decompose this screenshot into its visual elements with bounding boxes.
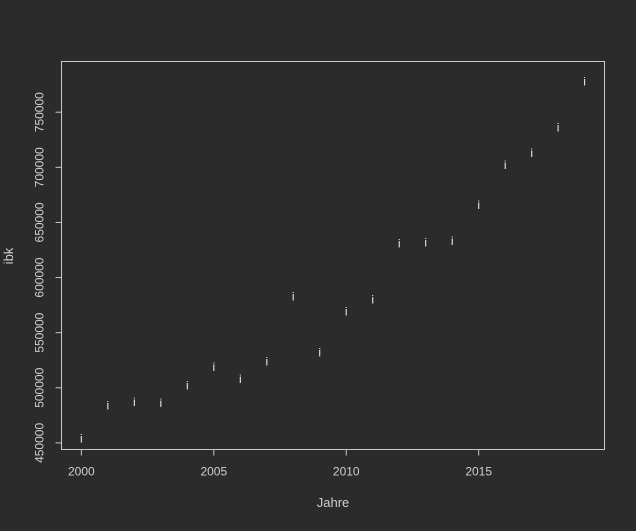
data-point: i: [292, 289, 295, 303]
y-tick-label: 450000: [33, 423, 47, 463]
x-tick-label: 2010: [333, 465, 360, 479]
y-axis-title: ibk: [1, 247, 16, 264]
data-point: i: [451, 234, 454, 248]
data-point: i: [186, 379, 189, 393]
y-tick-label: 550000: [33, 312, 47, 352]
y-tick-label: 750000: [33, 92, 47, 132]
data-point: i: [212, 360, 215, 374]
plot-frame: [61, 61, 605, 450]
y-tick-label: 500000: [33, 367, 47, 407]
data-point: i: [424, 235, 427, 249]
data-point: i: [159, 396, 162, 410]
data-point: i: [557, 121, 560, 135]
y-tick-label: 700000: [33, 147, 47, 187]
data-point: i: [504, 158, 507, 172]
y-tick-label: 600000: [33, 257, 47, 297]
data-point: i: [107, 398, 110, 412]
x-tick-label: 2000: [68, 465, 95, 479]
x-axis-title: Jahre: [317, 495, 350, 510]
data-point: i: [239, 372, 242, 386]
data-point: i: [371, 293, 374, 307]
x-tick-label: 2015: [465, 465, 492, 479]
data-point: i: [318, 346, 321, 360]
x-axis-ticks: 2000 2005 2010 2015: [68, 449, 492, 479]
data-point: i: [398, 236, 401, 250]
data-points: i i i i i i i i i i i i i i i i i i i i: [80, 74, 586, 445]
data-point: i: [530, 146, 533, 160]
data-point: i: [345, 305, 348, 319]
data-point: i: [133, 395, 136, 409]
data-point: i: [80, 431, 83, 445]
data-point: i: [583, 74, 586, 88]
x-tick-label: 2005: [200, 465, 227, 479]
y-tick-label: 650000: [33, 202, 47, 242]
data-point: i: [265, 354, 268, 368]
y-axis-ticks: 450000 500000 550000 600000 650000 700000 7500…: [33, 92, 62, 463]
data-point: i: [477, 198, 480, 212]
